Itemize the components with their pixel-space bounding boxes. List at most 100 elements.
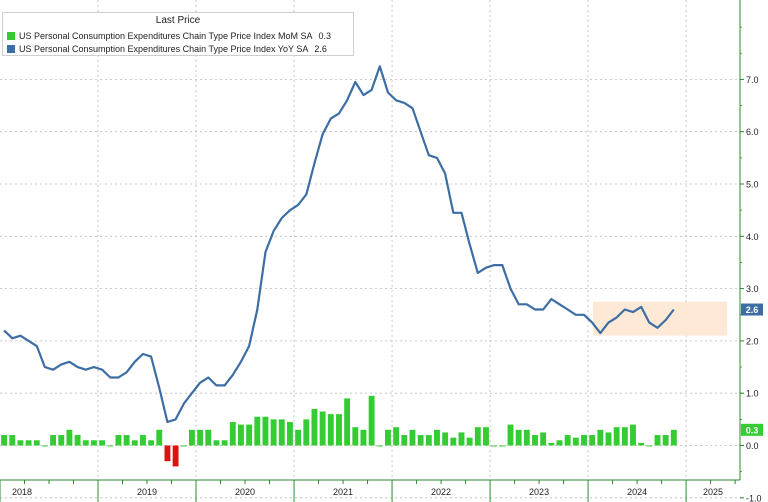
mom-bar: [662, 435, 669, 446]
mom-bar: [213, 440, 220, 446]
legend-item-mom: US Personal Consumption Expenditures Cha…: [7, 30, 331, 42]
y-tick-label: 3.0: [746, 284, 759, 294]
mom-bar: [9, 435, 16, 446]
mom-bar: [572, 437, 579, 446]
mom-bar: [58, 435, 65, 446]
mom-bar: [434, 429, 440, 446]
mom-bar: [442, 432, 449, 446]
mom-bar: [564, 435, 571, 446]
mom-bar: [238, 424, 244, 446]
mom-bar: [491, 445, 498, 447]
mom-bar: [164, 445, 171, 462]
mom-bar: [270, 419, 277, 446]
y-tick-label: 6.0: [746, 127, 759, 137]
mom-bar: [450, 437, 457, 446]
mom-bar: [360, 429, 367, 446]
mom-bar: [139, 435, 146, 446]
mom-bar: [344, 398, 351, 446]
mom-bar: [131, 440, 138, 446]
mom-bar: [123, 435, 130, 446]
y-tick-label: -1.0: [746, 493, 762, 502]
mom-bar: [262, 416, 269, 446]
mom-bar: [319, 411, 326, 446]
mom-bar: [376, 445, 383, 447]
y-axis: -1.0 0.0 1.0 2.0 3.0 4.0 5.0 6.0 7.0: [739, 0, 762, 502]
mom-bar: [278, 419, 285, 446]
legend-value-yoy: 2.6: [314, 44, 327, 54]
mom-bars: [1, 395, 677, 467]
mom-bar: [393, 427, 400, 446]
mom-bar: [189, 429, 195, 446]
mom-bar: [327, 414, 334, 446]
last-label-mom: 0.3: [746, 425, 759, 435]
mom-bar: [597, 429, 604, 446]
mom-bar: [115, 435, 122, 446]
mom-bar: [548, 442, 555, 446]
mom-bar: [99, 440, 106, 446]
mom-bar: [41, 445, 48, 447]
legend-title: Last Price: [155, 15, 201, 26]
mom-bar: [621, 427, 628, 446]
last-label-yoy-bg: [741, 303, 763, 316]
mom-bar: [82, 440, 89, 446]
y-tick-label: 4.0: [746, 232, 759, 242]
mom-bar: [466, 437, 473, 446]
x-tick-label: 2024: [627, 487, 647, 497]
mom-bar: [17, 440, 24, 446]
mom-bar: [25, 440, 32, 446]
mom-bar: [613, 427, 620, 446]
legend-swatch-yoy: [7, 45, 15, 53]
y-tick-label: 7.0: [746, 75, 759, 85]
mom-bar: [581, 435, 587, 446]
mom-bar: [523, 429, 530, 446]
mom-bar: [630, 424, 636, 446]
mom-bar: [368, 395, 375, 446]
mom-bar: [50, 435, 57, 446]
mom-bar: [336, 414, 342, 446]
x-tick-label: 2020: [235, 487, 255, 497]
mom-bar: [197, 429, 204, 446]
mom-bar: [515, 429, 522, 446]
mom-bar: [417, 435, 424, 446]
last-label-yoy: 2.6: [746, 305, 759, 315]
mom-bar: [66, 429, 73, 446]
mom-bar: [532, 435, 538, 446]
mom-bar: [303, 419, 310, 446]
mom-bar: [638, 442, 645, 446]
last-label-mom-bg: [741, 423, 763, 436]
x-tick-label: 2021: [333, 487, 353, 497]
mom-bar: [589, 435, 596, 446]
y-tick-label: 0.0: [746, 441, 759, 451]
mom-bar: [646, 445, 653, 447]
y-tick-label: 2.0: [746, 336, 759, 346]
mom-bar: [483, 427, 489, 446]
legend-item-yoy: US Personal Consumption Expenditures Cha…: [7, 43, 327, 55]
x-tick-label: 2025: [703, 487, 723, 497]
mom-bar: [156, 429, 163, 446]
mom-bar: [74, 435, 81, 446]
mom-bar: [205, 429, 212, 446]
last-value-labels: 2.6 0.3: [741, 303, 763, 436]
mom-bar: [605, 432, 612, 446]
mom-bar: [33, 440, 40, 446]
x-tick-label: 2023: [529, 487, 549, 497]
mom-bar: [172, 445, 179, 467]
mom-bar: [221, 440, 228, 446]
x-tick-label: 2019: [137, 487, 157, 497]
mom-bar: [180, 445, 187, 447]
mom-bar: [107, 445, 114, 447]
yoy-line-group: [3, 65, 675, 424]
mom-bar: [311, 408, 318, 446]
mom-bar: [474, 427, 481, 446]
legend-label-mom: US Personal Consumption Expenditures Cha…: [19, 31, 313, 41]
y-tick-label: 5.0: [746, 180, 759, 190]
mom-bar: [507, 424, 514, 446]
mom-bar: [352, 427, 359, 446]
mom-bar: [401, 435, 408, 446]
mom-bar: [458, 432, 465, 446]
mom-bar: [499, 445, 506, 447]
mom-bar: [295, 429, 302, 446]
mom-bar: [654, 435, 661, 446]
